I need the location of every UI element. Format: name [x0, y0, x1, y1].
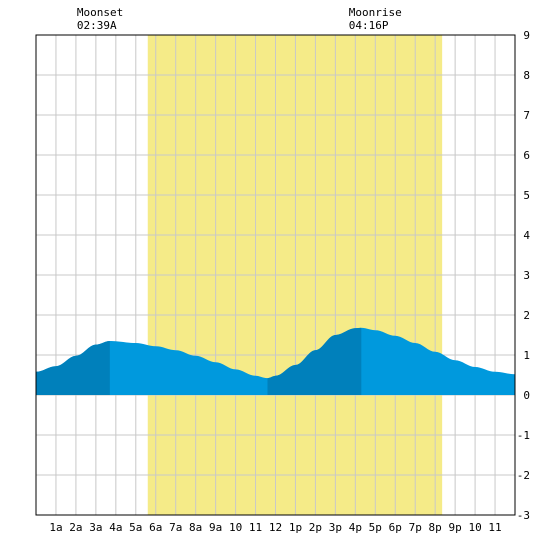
- y-tick-label: 2: [523, 309, 530, 322]
- x-tick-label: 2p: [309, 521, 322, 534]
- y-tick-label: 6: [523, 149, 530, 162]
- x-tick-label: 11: [488, 521, 501, 534]
- x-tick-label: 3a: [89, 521, 102, 534]
- x-tick-label: 7a: [169, 521, 182, 534]
- y-tick-label: 0: [523, 389, 530, 402]
- x-axis-tick-labels: 1a 2a 3a 4a 5a 6a 7a 8a 9a 10 11 12 1p 2p 3p 4p 5p 6p 7p 8p…: [49, 521, 501, 534]
- x-tick-label: 10: [229, 521, 242, 534]
- tide-area: [36, 327, 515, 395]
- y-tick-label: 5: [523, 189, 530, 202]
- x-tick-label: 1a: [49, 521, 62, 534]
- y-tick-label: 8: [523, 69, 530, 82]
- x-tick-label: 11: [249, 521, 262, 534]
- plot-frame: [35, 34, 516, 516]
- y-tick-label: -3: [517, 509, 530, 522]
- moonset-label: Moonset: [77, 6, 123, 19]
- x-tick-label: 3p: [329, 521, 342, 534]
- y-tick-label: 4: [523, 229, 530, 242]
- moonrise-time: 04:16P: [349, 19, 389, 32]
- x-tick-label: 7p: [409, 521, 422, 534]
- x-tick-label: 4p: [349, 521, 362, 534]
- y-tick-label: -1: [517, 429, 530, 442]
- y-tick-label: 7: [523, 109, 530, 122]
- tide-area-rising-1: [36, 341, 110, 395]
- x-tick-label: 6p: [389, 521, 402, 534]
- x-tick-label: 2a: [69, 521, 82, 534]
- x-tick-label: 6a: [149, 521, 162, 534]
- x-tick-label: 5p: [369, 521, 382, 534]
- y-axis-tick-labels: 9 8 7 6 5 4 3 2 1 0 -1 -2 -3: [517, 29, 531, 522]
- x-tick-label: 9a: [209, 521, 222, 534]
- x-tick-label: 9p: [449, 521, 462, 534]
- x-tick-label: 1p: [289, 521, 302, 534]
- y-tick-label: 1: [523, 349, 530, 362]
- x-tick-label: 10: [468, 521, 481, 534]
- moonrise-label: Moonrise: [349, 6, 402, 19]
- y-tick-label: -2: [517, 469, 530, 482]
- y-tick-label: 3: [523, 269, 530, 282]
- x-tick-label: 8a: [189, 521, 202, 534]
- y-tick-label: 9: [523, 29, 530, 42]
- tide-area-rising-2: [267, 327, 362, 395]
- horizontal-gridlines: [36, 74, 515, 476]
- x-tick-label: 4a: [109, 521, 122, 534]
- x-tick-label: 8p: [429, 521, 442, 534]
- x-tick-label: 5a: [129, 521, 142, 534]
- x-tick-label: 12: [269, 521, 282, 534]
- moonset-time: 02:39A: [77, 19, 117, 32]
